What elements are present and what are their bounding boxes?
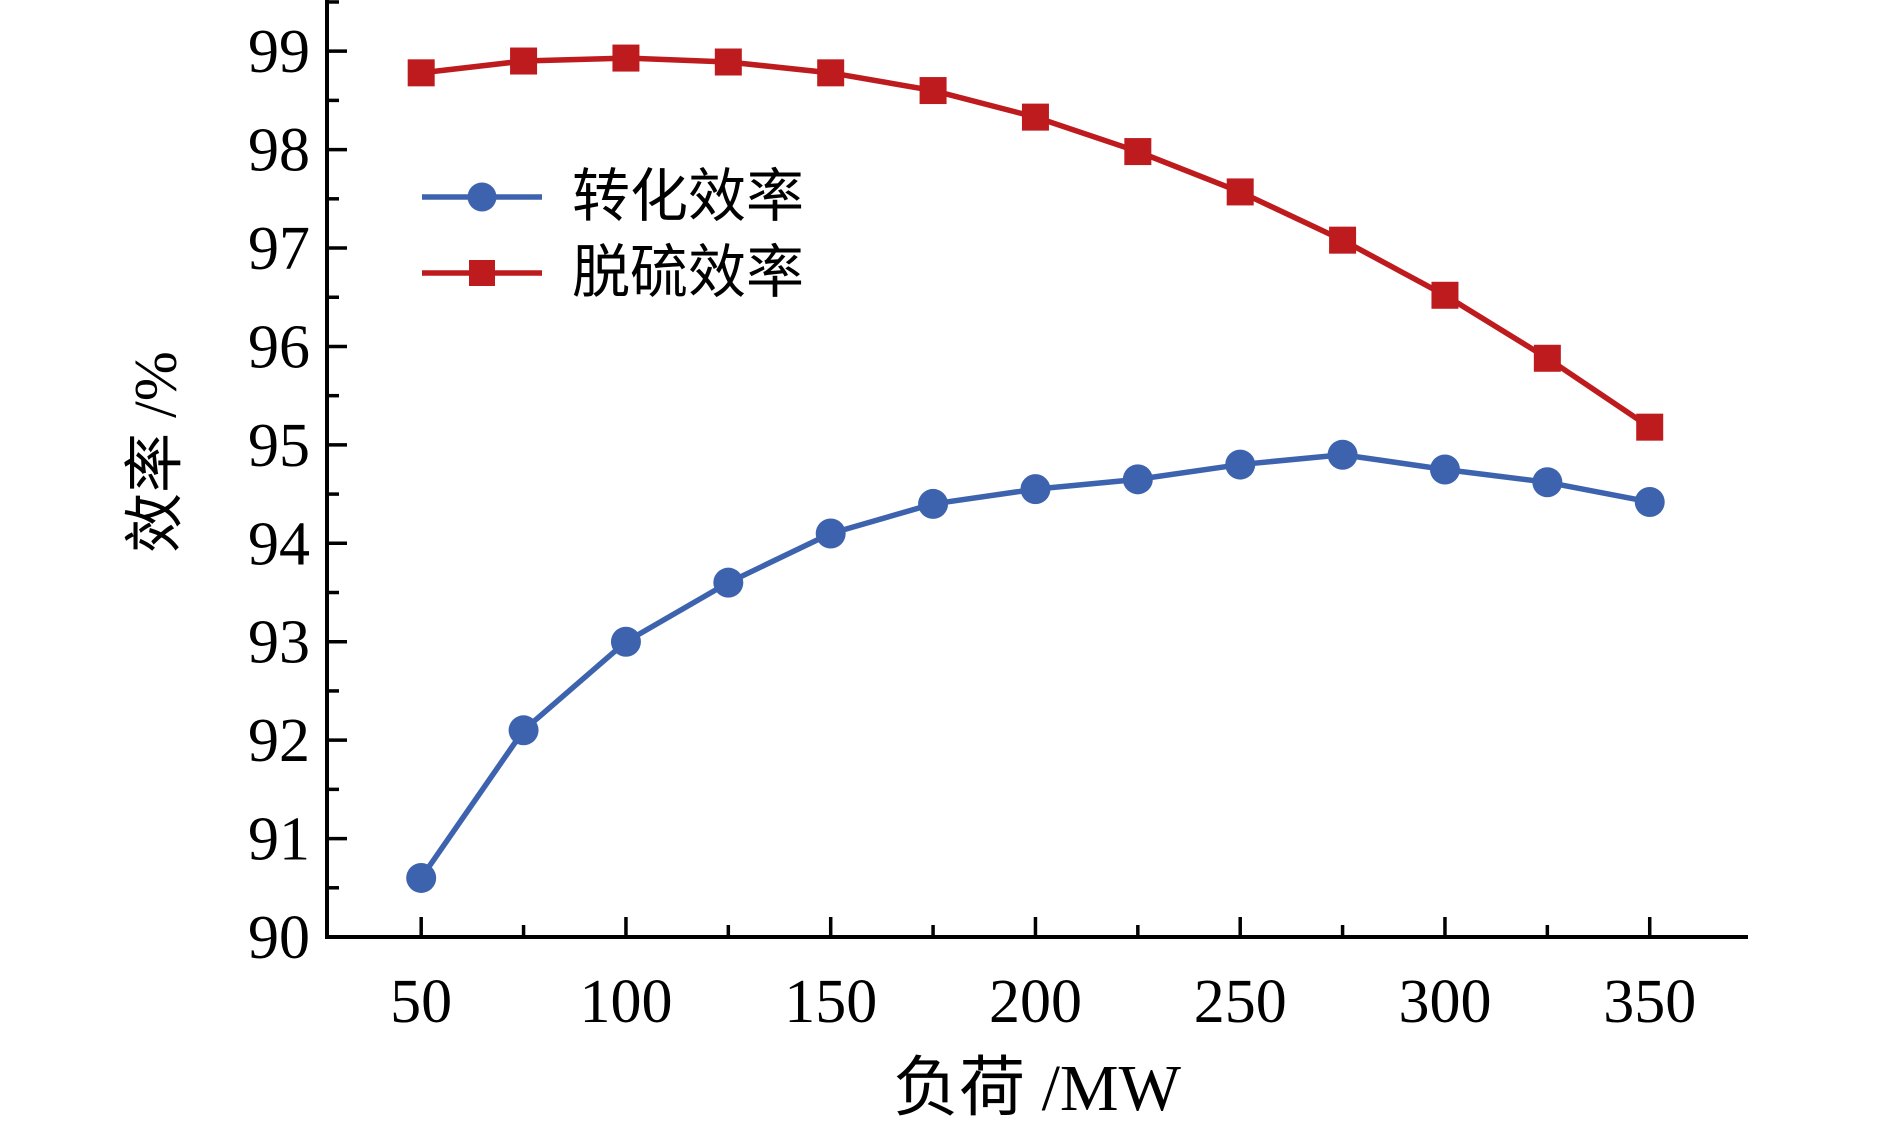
legend: 转化效率 脱硫效率: [420, 159, 804, 311]
y-tick-label: 93: [248, 609, 310, 677]
data-point-series-0: [610, 626, 641, 657]
x-tick-label: 150: [784, 968, 877, 1036]
legend-line-circle-icon: [422, 182, 542, 212]
data-point-series-1: [919, 77, 947, 105]
y-tick-label: 96: [248, 313, 310, 381]
y-tick-label: 98: [248, 117, 310, 185]
data-point-series-0: [1327, 439, 1358, 470]
x-tick-label: 50: [390, 968, 452, 1036]
x-tick-label: 300: [1398, 968, 1491, 1036]
x-tick-label: 200: [989, 968, 1082, 1036]
legend-item-desulfurization-efficiency: 脱硫效率: [420, 235, 804, 311]
y-tick-label: 94: [248, 510, 310, 578]
data-point-series-1: [612, 44, 640, 72]
data-point-series-0: [713, 567, 744, 598]
data-point-series-1: [1226, 178, 1254, 206]
data-point-series-1: [714, 48, 742, 76]
data-point-series-1: [817, 59, 845, 87]
y-tick-label: 99: [248, 18, 310, 86]
y-tick-label: 91: [248, 806, 310, 874]
x-tick-label: 350: [1603, 968, 1696, 1036]
data-point-series-1: [1329, 226, 1357, 254]
data-point-series-1: [510, 47, 538, 75]
data-point-series-0: [1532, 467, 1563, 498]
x-tick-label: 100: [579, 968, 672, 1036]
y-axis-title: 效率 /%: [122, 351, 189, 553]
data-point-series-0: [508, 715, 539, 746]
data-point-series-1: [1533, 344, 1561, 372]
data-point-series-0: [1225, 449, 1256, 480]
data-point-series-0: [1429, 454, 1460, 485]
x-tick-label: 250: [1194, 968, 1287, 1036]
y-tick-label: 95: [248, 412, 310, 480]
x-axis-title: 负荷 /MW: [893, 1052, 1181, 1121]
y-tick-label: 97: [248, 215, 310, 283]
legend-label-conversion-efficiency: 转化效率: [572, 164, 805, 229]
data-point-series-1: [1431, 281, 1459, 309]
data-point-series-1: [1636, 413, 1664, 441]
data-point-series-0: [1020, 474, 1051, 505]
legend-item-conversion-efficiency: 转化效率: [420, 159, 804, 235]
legend-label-desulfurization-efficiency: 脱硫效率: [572, 240, 805, 305]
legend-line-square-icon: [422, 260, 542, 286]
data-point-series-0: [406, 862, 437, 893]
y-tick-label: 92: [248, 707, 310, 775]
series-line-0: [418, 451, 1653, 881]
data-point-series-0: [815, 518, 846, 549]
y-tick-label: 90: [248, 904, 310, 972]
data-point-series-1: [407, 59, 435, 87]
data-point-series-1: [1021, 103, 1049, 131]
data-point-series-1: [1124, 138, 1152, 166]
axis-frame: [325, 0, 1748, 939]
data-point-series-0: [1634, 486, 1665, 517]
data-point-series-0: [1122, 464, 1153, 495]
data-point-series-0: [918, 488, 949, 519]
